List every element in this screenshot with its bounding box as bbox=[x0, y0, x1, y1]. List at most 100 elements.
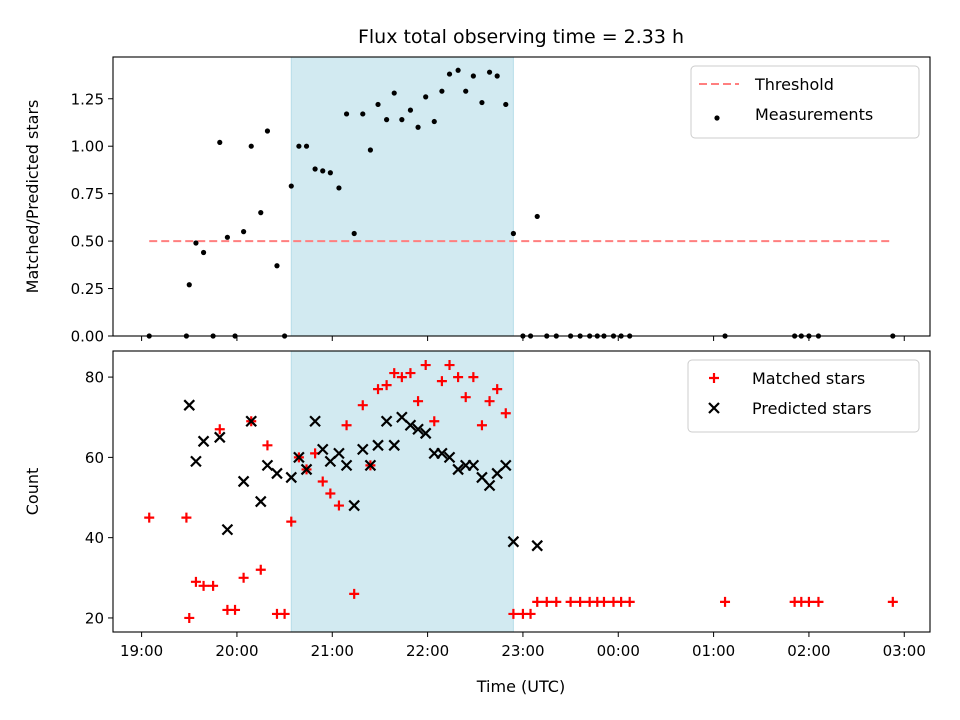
x-tick-label: 21:00 bbox=[311, 642, 354, 660]
data-point bbox=[443, 451, 456, 464]
data-point bbox=[364, 459, 377, 472]
data-point bbox=[413, 396, 424, 407]
data-point bbox=[624, 596, 635, 607]
data-point bbox=[221, 523, 234, 536]
data-point bbox=[248, 143, 254, 149]
data-point bbox=[467, 459, 480, 472]
legend-box bbox=[687, 359, 920, 433]
data-point bbox=[483, 479, 496, 492]
series-predicted-stars bbox=[183, 399, 544, 552]
x-tick-label: 23:00 bbox=[501, 642, 544, 660]
data-point bbox=[460, 392, 471, 403]
y-tick-label: 20 bbox=[85, 609, 104, 627]
data-point bbox=[360, 111, 366, 117]
data-point bbox=[303, 143, 310, 149]
data-point bbox=[357, 400, 368, 411]
data-point bbox=[463, 88, 469, 94]
data-point bbox=[186, 282, 192, 288]
x-tick-label: 19:00 bbox=[120, 642, 163, 660]
data-point bbox=[405, 368, 416, 379]
data-point bbox=[575, 596, 586, 607]
data-point bbox=[439, 88, 445, 94]
data-point bbox=[214, 424, 225, 435]
data-point bbox=[525, 608, 536, 619]
legend-label: Threshold bbox=[754, 75, 834, 94]
data-point bbox=[312, 166, 318, 172]
data-point bbox=[336, 185, 342, 191]
data-point bbox=[396, 372, 407, 383]
data-point bbox=[213, 431, 226, 444]
data-point bbox=[190, 455, 202, 468]
data-point bbox=[349, 588, 360, 599]
data-point bbox=[404, 419, 417, 432]
data-point bbox=[181, 512, 192, 523]
data-point bbox=[452, 463, 464, 476]
series-matched-stars bbox=[144, 360, 898, 623]
data-point bbox=[381, 380, 392, 391]
data-point bbox=[373, 384, 384, 395]
legend-box bbox=[690, 65, 920, 139]
data-point bbox=[190, 576, 201, 587]
data-point bbox=[375, 101, 381, 108]
data-point bbox=[803, 596, 814, 607]
data-point bbox=[300, 463, 313, 476]
data-point bbox=[217, 139, 223, 146]
x-tick-label: 00:00 bbox=[597, 642, 640, 660]
data-point bbox=[476, 420, 487, 431]
data-point bbox=[351, 230, 357, 237]
data-point bbox=[316, 443, 329, 456]
data-point bbox=[296, 143, 302, 149]
data-point bbox=[224, 234, 230, 240]
data-point bbox=[423, 94, 429, 100]
data-point bbox=[258, 210, 264, 216]
data-point bbox=[532, 596, 543, 607]
data-point bbox=[384, 117, 390, 123]
data-point bbox=[419, 427, 432, 440]
data-point bbox=[286, 516, 297, 527]
data-point bbox=[380, 415, 393, 428]
y-tick-label: 0.25 bbox=[71, 280, 104, 298]
legend-label: Measurements bbox=[755, 105, 873, 124]
data-point bbox=[598, 596, 609, 607]
data-point bbox=[245, 415, 258, 428]
data-point bbox=[255, 564, 266, 575]
y-tick-label: 0.00 bbox=[71, 328, 104, 346]
observing-interval-shade bbox=[290, 350, 514, 633]
data-point bbox=[261, 459, 274, 472]
data-point bbox=[348, 499, 360, 512]
data-point bbox=[325, 488, 336, 499]
data-point bbox=[230, 604, 241, 615]
chart-title: Flux total observing time = 2.33 h bbox=[358, 26, 684, 48]
data-point bbox=[340, 459, 353, 472]
data-point bbox=[468, 372, 479, 383]
data-point bbox=[415, 124, 421, 130]
data-point bbox=[534, 213, 540, 220]
data-point bbox=[279, 608, 290, 619]
y-tick-label: 1.25 bbox=[71, 90, 104, 108]
data-point bbox=[198, 580, 209, 591]
data-point bbox=[183, 399, 196, 411]
data-point bbox=[241, 229, 247, 235]
data-point bbox=[412, 423, 424, 436]
data-point bbox=[551, 596, 562, 607]
data-point bbox=[274, 263, 280, 269]
data-point bbox=[507, 535, 520, 548]
data-point bbox=[510, 230, 516, 237]
y-axis-label: Count bbox=[23, 468, 42, 516]
data-point bbox=[333, 447, 345, 460]
legend-measurements-swatch bbox=[714, 115, 720, 121]
x-tick-label: 03:00 bbox=[883, 642, 926, 660]
legend-predicted-swatch bbox=[708, 402, 720, 414]
data-point bbox=[200, 249, 207, 256]
x-tick-label: 22:00 bbox=[406, 642, 449, 660]
data-point bbox=[508, 608, 519, 619]
x-tick-label: 20:00 bbox=[215, 642, 258, 660]
y-tick-label: 80 bbox=[85, 369, 104, 387]
data-point bbox=[470, 73, 476, 79]
data-point bbox=[565, 596, 576, 607]
y-axis-label: Matched/Predicted stars bbox=[23, 100, 42, 294]
data-point bbox=[420, 360, 431, 371]
data-point bbox=[333, 500, 344, 511]
data-point bbox=[499, 459, 512, 472]
